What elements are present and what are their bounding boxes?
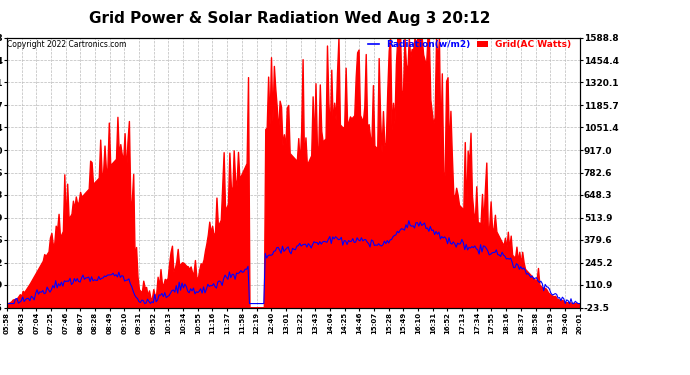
- Text: Copyright 2022 Cartronics.com: Copyright 2022 Cartronics.com: [8, 40, 127, 49]
- Legend: Radiation(w/m2), Grid(AC Watts): Radiation(w/m2), Grid(AC Watts): [364, 37, 575, 53]
- Text: Grid Power & Solar Radiation Wed Aug 3 20:12: Grid Power & Solar Radiation Wed Aug 3 2…: [89, 11, 491, 26]
